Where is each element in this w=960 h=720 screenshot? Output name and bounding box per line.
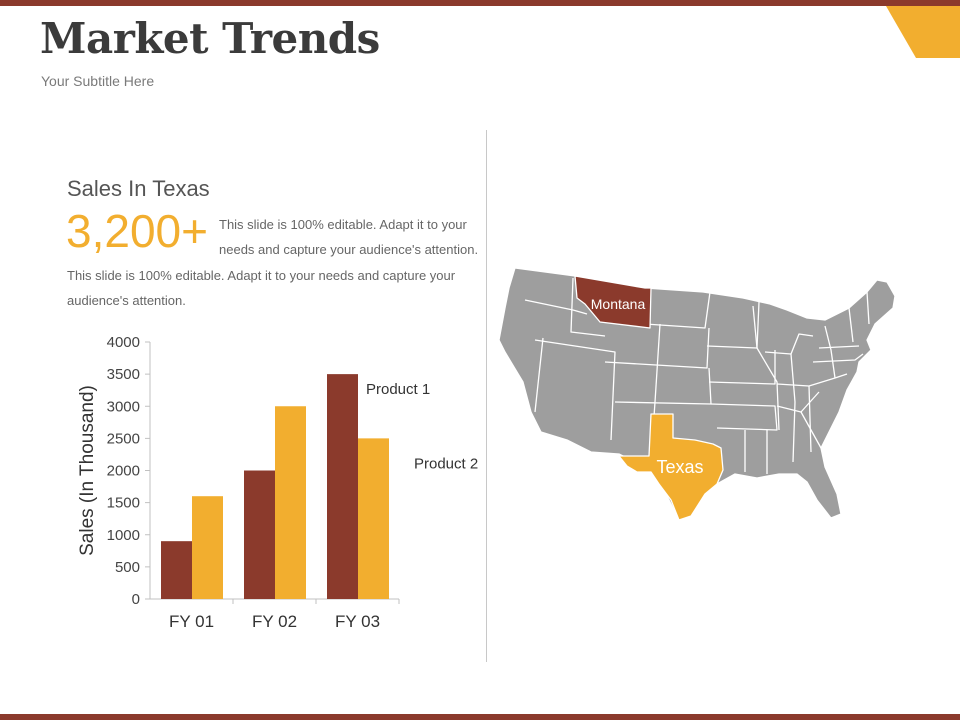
sales-heading: Sales In Texas <box>67 176 210 201</box>
corner-accent-shape <box>886 6 960 58</box>
top-accent-bar <box>0 0 960 6</box>
texas-label: Texas <box>656 457 703 477</box>
x-tick-label: FY 03 <box>335 612 380 631</box>
y-tick-label: 1000 <box>107 527 140 544</box>
y-tick-label: 2000 <box>107 463 140 480</box>
y-tick-label: 1500 <box>107 495 140 512</box>
map-state-montana <box>574 275 652 329</box>
x-tick-label: FY 01 <box>169 612 214 631</box>
map-state-texas <box>618 413 724 521</box>
sales-stat-value: 3,200+ <box>66 205 208 257</box>
y-tick-label: 2500 <box>107 430 140 447</box>
y-axis-title: Sales (In Thousand) <box>77 385 98 556</box>
y-tick-label: 3500 <box>107 366 140 383</box>
us-map: Montana Texas <box>498 267 896 521</box>
vertical-divider <box>486 130 487 662</box>
y-tick-label: 500 <box>115 559 140 576</box>
series-label: Product 1 <box>366 381 430 398</box>
stat-description: This slide is 100% editable. Adapt it to… <box>219 217 479 257</box>
y-tick-label: 0 <box>132 591 140 608</box>
bar-product-1 <box>244 470 275 599</box>
x-tick-label: FY 02 <box>252 612 297 631</box>
us-map-base <box>498 267 896 521</box>
series-label: Product 2 <box>414 455 478 472</box>
slide-title: Market Trends <box>40 14 380 63</box>
body-text: This slide is 100% editable. Adapt it to… <box>67 268 456 308</box>
bar-product-1 <box>161 541 192 599</box>
montana-label: Montana <box>591 296 646 312</box>
bar-product-2 <box>358 438 389 599</box>
bar-product-1 <box>327 374 358 599</box>
bar-product-2 <box>192 496 223 599</box>
slide-subtitle: Your Subtitle Here <box>41 73 155 89</box>
y-tick-label: 3000 <box>107 398 140 415</box>
y-tick-label: 4000 <box>107 334 140 351</box>
sales-bar-chart: 0 500 1000 1500 2000 2500 3000 3500 4000 FY 01 FY … <box>77 334 478 631</box>
bottom-accent-bar <box>0 714 960 720</box>
bar-product-2 <box>275 406 306 599</box>
